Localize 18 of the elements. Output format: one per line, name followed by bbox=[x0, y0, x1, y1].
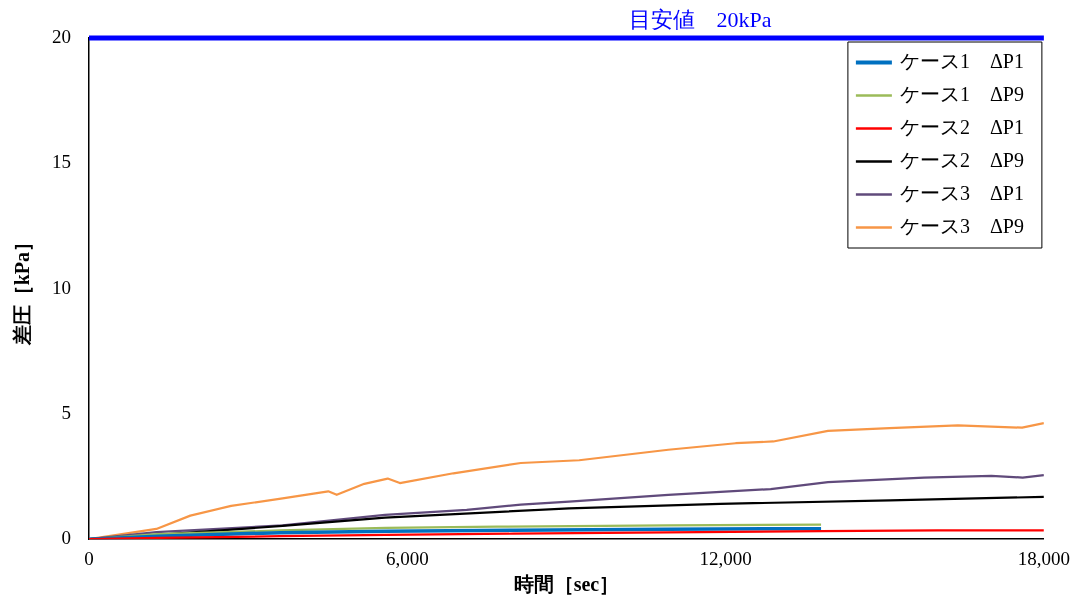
x-tick-label: 6,000 bbox=[385, 547, 429, 569]
x-tick-label: 12,000 bbox=[699, 547, 752, 569]
y-tick-label: 15 bbox=[52, 151, 71, 173]
legend-label: ケース1 ΔP1 bbox=[899, 49, 1024, 72]
legend-label: ケース3 ΔP1 bbox=[899, 181, 1024, 204]
x-axis-title: 時間［sec］ bbox=[513, 573, 620, 596]
x-tick-label: 0 bbox=[84, 547, 94, 569]
ref-line-label: 目安値 20kPa bbox=[628, 6, 772, 32]
y-axis-title: 差圧［kPa］ bbox=[11, 231, 34, 347]
y-tick-label: 0 bbox=[61, 527, 71, 549]
y-tick-label: 5 bbox=[61, 401, 71, 423]
legend-label: ケース1 ΔP9 bbox=[899, 82, 1024, 105]
legend-label: ケース3 ΔP9 bbox=[899, 214, 1024, 237]
legend-label: ケース2 ΔP9 bbox=[899, 148, 1024, 171]
x-tick-label: 18,000 bbox=[1017, 547, 1070, 569]
y-tick-label: 20 bbox=[52, 25, 71, 47]
y-tick-label: 10 bbox=[52, 276, 71, 298]
legend-label: ケース2 ΔP1 bbox=[899, 115, 1024, 138]
